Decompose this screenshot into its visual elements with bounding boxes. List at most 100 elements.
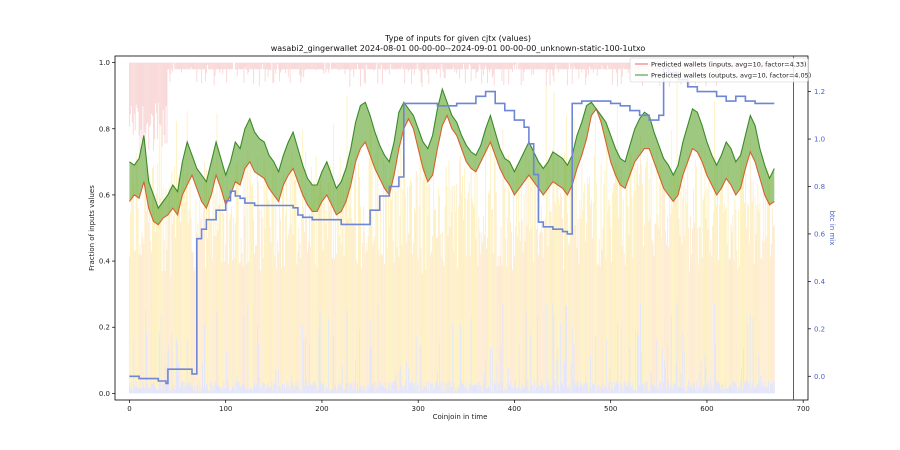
bar-blue xyxy=(271,380,273,394)
bar-red xyxy=(577,62,579,70)
bar-blue xyxy=(708,381,710,394)
bar-yellow xyxy=(308,213,310,344)
bar-yellow xyxy=(296,264,298,386)
bar-yellow xyxy=(508,154,510,368)
bar-yellow xyxy=(379,254,381,381)
bar-yellow xyxy=(452,185,454,323)
bar-blue xyxy=(504,387,506,394)
bar-red xyxy=(175,62,177,70)
chart-subtitle: wasabi2_gingerwallet 2024-08-01 00-00-00… xyxy=(271,44,646,53)
bar-blue xyxy=(372,386,374,394)
bar-yellow xyxy=(487,237,488,388)
bar-yellow xyxy=(577,218,579,381)
bar-yellow xyxy=(459,161,461,384)
bar-red xyxy=(539,62,541,70)
bar-blue xyxy=(668,389,670,394)
bar-red xyxy=(140,62,142,130)
bar-blue xyxy=(273,383,275,394)
bar-yellow xyxy=(433,166,435,391)
bar-red xyxy=(336,62,338,70)
bar-yellow xyxy=(542,257,544,387)
bar-blue xyxy=(717,380,718,394)
bar-yellow xyxy=(534,184,536,382)
bar-yellow xyxy=(323,189,325,383)
bar-yellow xyxy=(507,217,509,384)
bar-yellow xyxy=(356,260,358,392)
bar-yellow xyxy=(683,161,685,387)
bar-blue xyxy=(189,381,191,394)
bar-blue xyxy=(329,389,331,394)
bar-yellow xyxy=(267,200,269,383)
bar-yellow xyxy=(551,229,553,385)
bar-red xyxy=(520,62,522,86)
bar-blue xyxy=(418,391,420,394)
bar-yellow xyxy=(761,258,763,388)
bar-yellow xyxy=(498,266,500,383)
bar-blue xyxy=(363,390,365,394)
bar-red xyxy=(578,62,580,79)
bar-yellow xyxy=(530,178,532,335)
bar-yellow xyxy=(214,193,216,382)
bar-blue xyxy=(539,389,540,394)
bar-yellow xyxy=(645,161,647,381)
bar-blue xyxy=(241,385,243,394)
bar-red xyxy=(608,62,610,70)
bar-blue xyxy=(474,383,476,394)
bar-blue xyxy=(612,387,614,394)
bar-blue xyxy=(425,387,427,394)
bar-yellow xyxy=(327,239,329,389)
bar-blue xyxy=(389,389,391,394)
bar-yellow xyxy=(324,203,326,391)
bar-yellow xyxy=(474,154,476,384)
bar-blue xyxy=(354,380,356,394)
bar-blue xyxy=(356,391,358,394)
bar-red xyxy=(428,62,430,85)
bar-red xyxy=(471,62,473,70)
bar-yellow xyxy=(162,187,164,385)
bar-yellow xyxy=(336,179,338,388)
bar-red xyxy=(538,62,539,70)
bar-red xyxy=(288,62,290,70)
bar-blue xyxy=(747,381,749,394)
bar-yellow xyxy=(255,246,256,388)
bar-yellow xyxy=(136,161,138,388)
bar-blue xyxy=(262,383,264,394)
bar-blue xyxy=(259,389,261,394)
bar-blue xyxy=(756,384,758,394)
bar-red xyxy=(454,62,456,72)
bar-yellow xyxy=(240,238,242,389)
bar-blue xyxy=(458,388,460,394)
bar-red xyxy=(503,62,505,85)
bar-blue xyxy=(219,388,221,394)
bar-blue xyxy=(345,383,347,394)
bar-yellow xyxy=(569,165,571,389)
bar-yellow xyxy=(210,219,212,383)
bar-red xyxy=(171,62,173,70)
bar-yellow xyxy=(425,269,427,388)
bar-blue xyxy=(557,348,559,394)
bar-red xyxy=(155,62,157,113)
bar-yellow xyxy=(517,168,519,387)
bar-blue xyxy=(327,388,329,394)
bar-yellow xyxy=(206,238,208,387)
bar-red xyxy=(429,62,431,70)
bar-blue xyxy=(584,383,586,394)
bar-yellow xyxy=(345,182,347,384)
bar-red xyxy=(190,62,192,67)
bar-blue xyxy=(544,389,546,394)
bar-blue xyxy=(451,387,453,394)
bar-red xyxy=(604,62,606,70)
bar-blue xyxy=(638,335,640,394)
bar-yellow xyxy=(413,207,415,386)
bar-blue xyxy=(496,390,498,394)
bar-red xyxy=(339,62,341,70)
bar-blue xyxy=(466,388,468,394)
bar-blue xyxy=(171,334,173,394)
bar-yellow xyxy=(602,227,604,384)
bar-blue xyxy=(211,390,213,394)
bar-yellow xyxy=(722,213,724,389)
bar-blue xyxy=(648,390,650,394)
bar-yellow xyxy=(408,233,410,369)
bar-yellow xyxy=(307,252,308,386)
bar-yellow xyxy=(190,218,192,389)
